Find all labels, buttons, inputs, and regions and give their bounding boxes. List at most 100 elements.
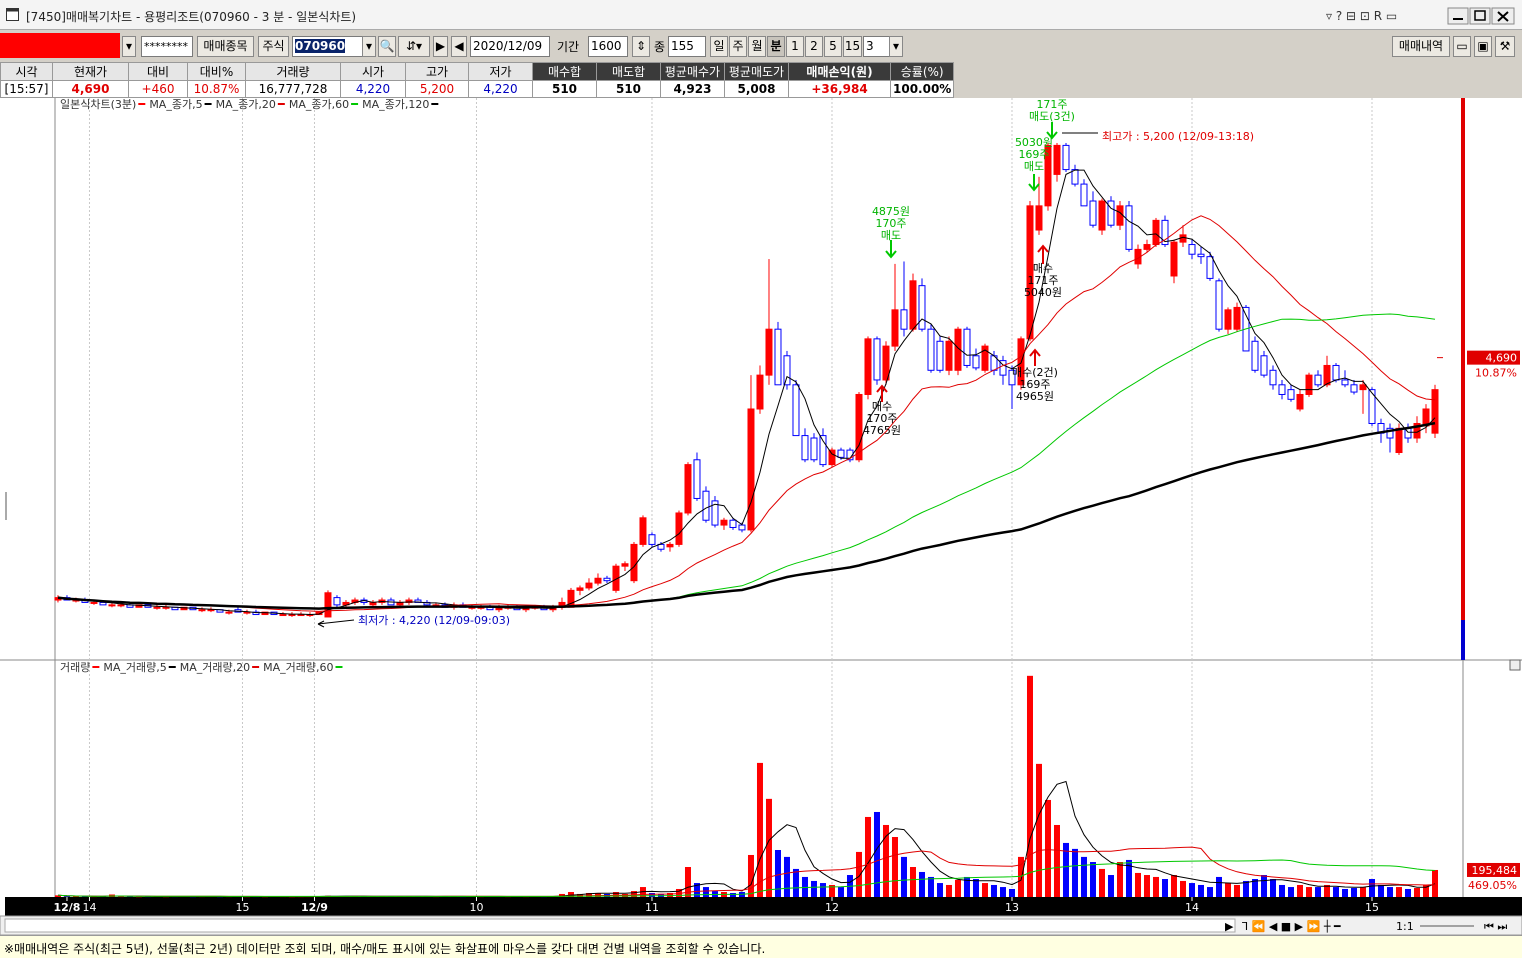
volume-bar <box>1233 884 1240 897</box>
candle-body <box>819 435 827 466</box>
last-value-change: 469.05% <box>1468 879 1517 892</box>
scroll-track[interactable] <box>4 918 1236 933</box>
volume-bar <box>1188 883 1195 897</box>
settings-button[interactable]: ⚒ <box>1495 36 1515 57</box>
panel-close[interactable] <box>1509 659 1521 671</box>
trade-arrow-head <box>1028 183 1040 192</box>
volume-bar <box>558 893 565 897</box>
candle-body <box>333 597 341 606</box>
minute-button[interactable]: 15 <box>843 36 862 57</box>
trade-symbol-button[interactable]: 매매종목 <box>197 36 254 57</box>
minute-dropdown[interactable]: ▾ <box>889 36 903 57</box>
period-spin[interactable]: ⇕ <box>632 36 650 57</box>
candle-body <box>1125 205 1133 250</box>
candle-body <box>1332 364 1340 381</box>
legend-label: MA_종가,60 <box>289 98 349 111</box>
candle-body <box>675 512 683 545</box>
trade-arrow-head <box>876 384 888 393</box>
candle-body <box>810 437 818 461</box>
candle-body <box>1152 219 1160 246</box>
date-input[interactable]: 2020/12/09 <box>470 36 550 57</box>
candle-body <box>864 338 872 395</box>
market-button[interactable]: 주식 <box>258 36 289 57</box>
candle-body <box>756 374 764 410</box>
history-button[interactable]: 매매내역 <box>1392 36 1450 57</box>
candle-body <box>108 604 116 607</box>
account-dropdown[interactable]: ▾ <box>122 36 136 57</box>
candle-body <box>162 606 170 609</box>
last-value-label: 195,484 <box>1472 864 1518 877</box>
candle-body <box>774 328 782 386</box>
open-button[interactable]: ▭ <box>1453 36 1471 57</box>
volume-bar <box>702 887 709 897</box>
scroll-arrow[interactable]: ▶ <box>1225 920 1234 933</box>
volume-bar <box>1395 887 1402 897</box>
volume-bar <box>873 811 880 897</box>
volume-bar <box>1305 887 1312 897</box>
unit-button[interactable]: 분 <box>767 36 785 57</box>
volume-bar <box>612 892 619 897</box>
count-input[interactable]: 155 <box>668 36 706 57</box>
search-button[interactable]: 🔍 <box>378 36 396 57</box>
volume-bar <box>1368 879 1375 897</box>
code-input[interactable]: 070960 <box>292 36 376 57</box>
candle-body <box>999 360 1007 376</box>
candle-body <box>1197 253 1205 258</box>
volume-bar <box>864 816 871 897</box>
trade-arrow-head <box>1046 131 1058 140</box>
code-dropdown[interactable]: ▾ <box>362 36 376 57</box>
unit-button[interactable]: 일 <box>710 36 728 57</box>
period-input[interactable]: 1600 <box>588 36 628 57</box>
last-value-label: 4,690 <box>1486 352 1518 365</box>
summary-value: 16,777,728 <box>245 80 341 98</box>
unit-button[interactable]: 월 <box>748 36 766 57</box>
svg-text:▿ ? ⊟ ⊡ R ▭: ▿ ? ⊟ ⊡ R ▭ <box>1326 9 1397 23</box>
volume-bar <box>1017 856 1024 897</box>
summary-header: 평균매수가 <box>660 62 725 81</box>
candle-body <box>198 609 206 612</box>
candle-body <box>585 582 593 589</box>
summary-value: 4,220 <box>468 80 533 98</box>
minute-button[interactable]: 1 <box>786 36 804 57</box>
volume-bar <box>594 892 601 897</box>
candle-body <box>603 577 611 582</box>
minute-button[interactable]: 5 <box>824 36 842 57</box>
volume-bar <box>900 856 907 897</box>
volume-bar <box>963 876 970 897</box>
next-button[interactable]: ▶ <box>433 36 448 57</box>
candle-body <box>711 500 719 526</box>
candle-body <box>1089 200 1097 226</box>
candle-body <box>720 519 728 526</box>
save-button[interactable]: ▣ <box>1474 36 1492 57</box>
minute-button[interactable]: 2 <box>805 36 823 57</box>
sort-button[interactable]: ⇵▾ <box>398 36 430 57</box>
x-tick-label: 12/9 <box>301 901 328 914</box>
password-input[interactable]: ******** <box>141 36 193 57</box>
status-bar: ※매매내역은 주식(최근 5년), 선물(최근 2년) 데이터만 조회 되며, … <box>0 935 1522 958</box>
unit-button[interactable]: 주 <box>729 36 747 57</box>
prev-button[interactable]: ◀ <box>451 36 467 57</box>
annotation: 매수(2건) <box>1012 366 1058 379</box>
candle-body <box>918 285 926 330</box>
summary-value: 5,200 <box>405 80 469 98</box>
window-title: [7450]매매복기차트 - 용평리조트(070960 - 3 분 - 일본식차… <box>26 10 357 24</box>
window-controls: ▿ ? ⊟ ⊡ R ▭ <box>1326 7 1515 25</box>
annotation: 최고가 : 5,200 (12/09-13:18) <box>1102 130 1254 143</box>
annotation: 169주 <box>1019 378 1050 391</box>
candle-body <box>648 534 656 545</box>
scroll-end[interactable]: ⏮ ⏭ <box>1484 920 1507 933</box>
annotation: 171주 <box>1036 98 1067 111</box>
summary-value: +36,984 <box>788 80 891 98</box>
candle-body <box>792 384 800 437</box>
summary-header: 시가 <box>340 62 406 81</box>
candle-body <box>1251 340 1259 371</box>
legend-label: MA_종가,20 <box>216 98 276 111</box>
candle-body <box>1161 219 1169 246</box>
annotation: 매수 <box>872 400 892 413</box>
candle-body <box>1269 369 1277 386</box>
volume-bar <box>1062 842 1069 897</box>
candle-body <box>99 601 107 606</box>
scroll-controls[interactable]: ⅂ ⏪ ◀ ■ ▶ ⏩ ┼ ━ <box>1242 919 1341 933</box>
trade-arrow-head <box>1029 348 1041 357</box>
volume-bar <box>972 879 979 897</box>
